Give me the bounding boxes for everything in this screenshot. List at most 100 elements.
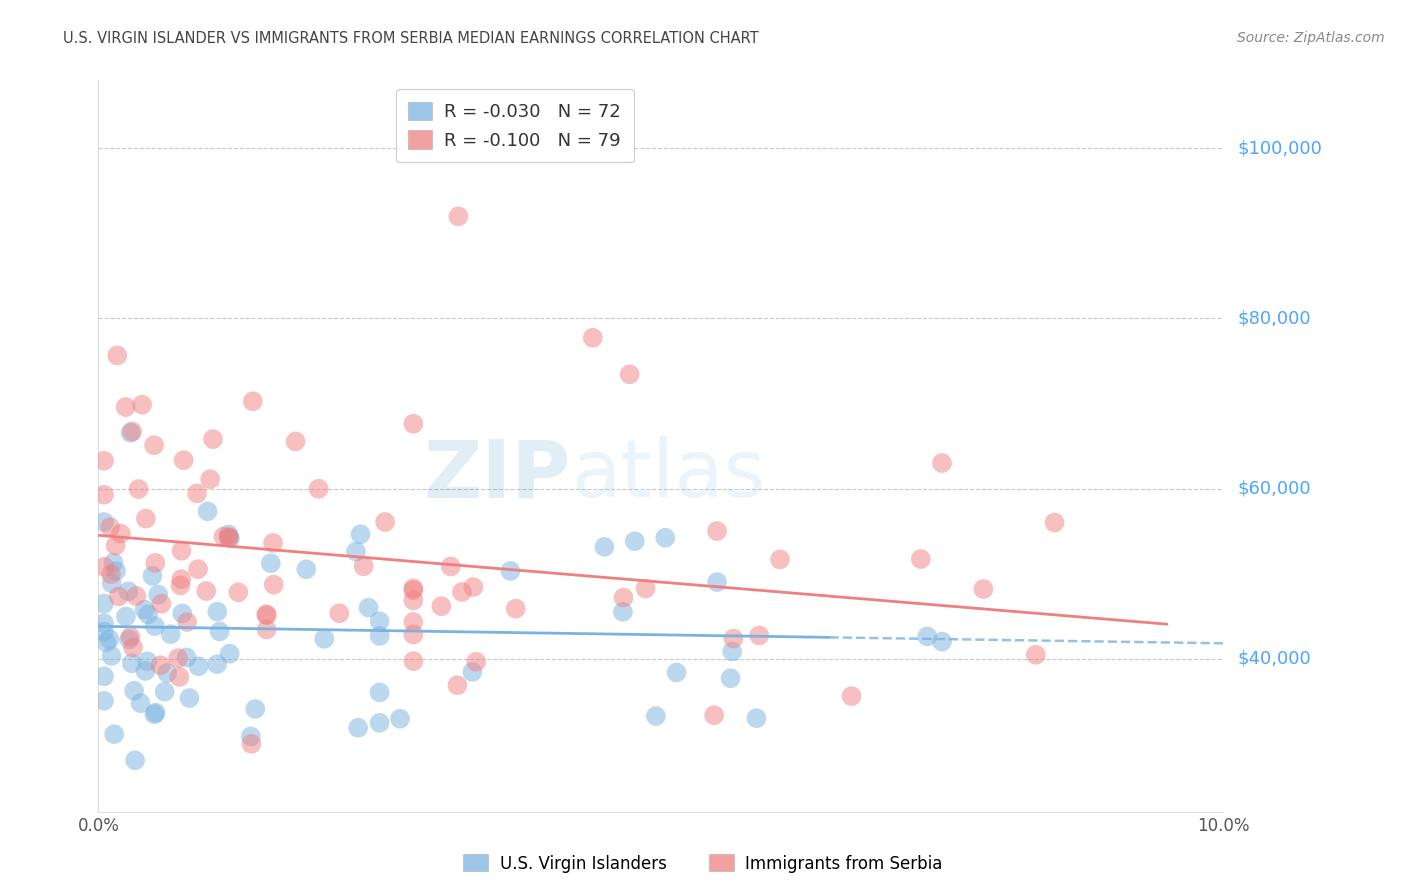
Text: $40,000: $40,000 — [1237, 649, 1310, 667]
Point — [368, 629, 391, 643]
Point — [972, 582, 994, 596]
Point — [93, 616, 115, 631]
Point — [120, 425, 142, 440]
Point — [256, 623, 278, 637]
Point — [127, 482, 149, 496]
Point — [402, 417, 425, 431]
Point — [143, 556, 166, 570]
Point — [931, 634, 953, 648]
Point — [118, 632, 141, 647]
Point — [218, 647, 240, 661]
Point — [124, 753, 146, 767]
Point — [195, 584, 218, 599]
Point — [218, 527, 240, 541]
Point — [93, 694, 115, 708]
Point — [463, 580, 485, 594]
Point — [93, 488, 115, 502]
Point — [239, 730, 262, 744]
Text: atlas: atlas — [571, 436, 765, 515]
Point — [105, 564, 128, 578]
Point — [665, 665, 688, 680]
Point — [402, 593, 425, 607]
Text: U.S. VIRGIN ISLANDER VS IMMIGRANTS FROM SERBIA MEDIAN EARNINGS CORRELATION CHART: U.S. VIRGIN ISLANDER VS IMMIGRANTS FROM … — [63, 31, 759, 46]
Point — [176, 615, 198, 629]
Point — [245, 702, 267, 716]
Point — [105, 348, 128, 362]
Point — [121, 657, 143, 671]
Point — [93, 597, 115, 611]
Point — [150, 597, 173, 611]
Point — [374, 515, 396, 529]
Point — [100, 567, 122, 582]
Point — [103, 556, 125, 570]
Text: $100,000: $100,000 — [1237, 139, 1322, 157]
Point — [134, 664, 156, 678]
Legend: R = -0.030   N = 72, R = -0.100   N = 79: R = -0.030 N = 72, R = -0.100 N = 79 — [395, 89, 634, 162]
Point — [328, 606, 350, 620]
Point — [242, 394, 264, 409]
Point — [172, 607, 194, 621]
Point — [100, 648, 122, 663]
Point — [197, 504, 219, 518]
Point — [505, 601, 527, 615]
Point — [98, 520, 121, 534]
Point — [93, 624, 115, 639]
Point — [120, 630, 142, 644]
Point — [131, 398, 153, 412]
Point — [389, 712, 412, 726]
Point — [440, 559, 463, 574]
Point — [402, 581, 425, 595]
Point — [141, 569, 163, 583]
Point — [1043, 516, 1066, 530]
Point — [219, 532, 242, 546]
Point — [582, 331, 605, 345]
Point — [721, 644, 744, 658]
Point — [107, 590, 129, 604]
Point — [173, 453, 195, 467]
Point — [136, 607, 159, 622]
Point — [465, 655, 488, 669]
Point — [135, 511, 157, 525]
Point — [156, 666, 179, 681]
Point — [96, 635, 118, 649]
Point — [103, 727, 125, 741]
Point — [143, 619, 166, 633]
Point — [169, 670, 191, 684]
Point — [212, 529, 235, 543]
Point — [93, 669, 115, 683]
Point — [110, 526, 132, 541]
Point — [703, 708, 725, 723]
Text: $80,000: $80,000 — [1237, 310, 1310, 327]
Point — [461, 665, 484, 679]
Point — [104, 539, 127, 553]
Point — [353, 559, 375, 574]
Point — [446, 678, 468, 692]
Point — [748, 628, 770, 642]
Point — [136, 654, 159, 668]
Point — [841, 689, 863, 703]
Point — [769, 552, 792, 566]
Point — [208, 624, 231, 639]
Point — [149, 658, 172, 673]
Point — [284, 434, 307, 449]
Point — [170, 543, 193, 558]
Point — [402, 615, 425, 629]
Point — [347, 721, 370, 735]
Point — [295, 562, 318, 576]
Point — [170, 572, 193, 586]
Point — [645, 709, 668, 723]
Point — [654, 531, 676, 545]
Point — [93, 560, 115, 574]
Point — [179, 691, 201, 706]
Point — [167, 651, 190, 665]
Text: Source: ZipAtlas.com: Source: ZipAtlas.com — [1237, 31, 1385, 45]
Point — [910, 552, 932, 566]
Point — [402, 583, 425, 598]
Point — [100, 576, 122, 591]
Point — [402, 654, 425, 668]
Point — [218, 530, 240, 544]
Point — [634, 582, 657, 596]
Point — [593, 540, 616, 554]
Point — [260, 556, 283, 570]
Point — [125, 589, 148, 603]
